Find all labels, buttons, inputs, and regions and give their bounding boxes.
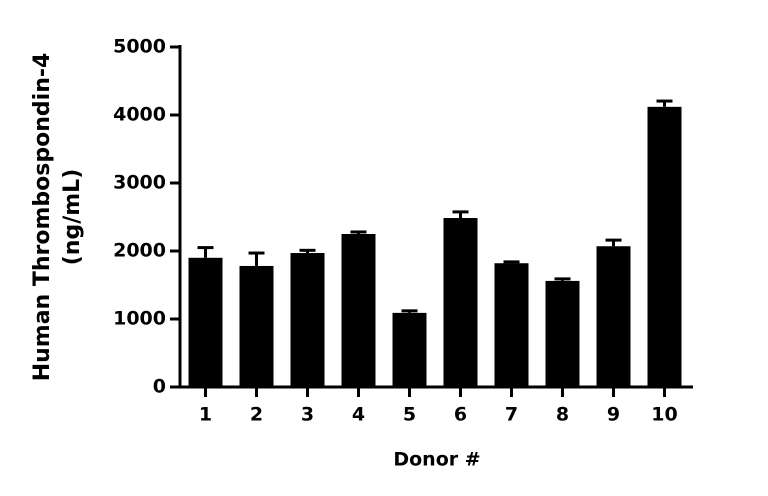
y-tick-label: 5000 bbox=[113, 36, 166, 58]
x-tick-label: 4 bbox=[352, 404, 365, 426]
bar bbox=[596, 246, 631, 387]
y-tick-label: 4000 bbox=[113, 104, 166, 126]
bar bbox=[290, 253, 325, 387]
x-tick-label: 3 bbox=[301, 404, 314, 426]
y-axis-label-line: Human Thrombospondin-4 bbox=[30, 53, 55, 382]
bar bbox=[494, 263, 529, 387]
bar bbox=[647, 106, 682, 387]
x-tick-label: 5 bbox=[403, 404, 416, 426]
x-tick-label: 1 bbox=[199, 404, 212, 426]
bar bbox=[188, 257, 223, 387]
bar bbox=[443, 218, 478, 387]
x-tick-label: 7 bbox=[505, 404, 518, 426]
bar bbox=[341, 234, 376, 387]
y-axis-label: Human Thrombospondin-4 (ng/mL) bbox=[30, 53, 85, 382]
x-tick-label: 6 bbox=[454, 404, 467, 426]
y-tick-label: 3000 bbox=[113, 172, 166, 194]
y-tick-label: 0 bbox=[153, 376, 166, 398]
x-tick-label: 10 bbox=[651, 404, 677, 426]
bar bbox=[545, 280, 580, 387]
y-tick-label: 2000 bbox=[113, 240, 166, 262]
x-tick-label: 9 bbox=[607, 404, 620, 426]
x-tick-label: 8 bbox=[556, 404, 569, 426]
bar bbox=[392, 312, 427, 387]
x-tick-label: 2 bbox=[250, 404, 263, 426]
y-tick-label: 1000 bbox=[113, 308, 166, 330]
x-axis-label: Donor # bbox=[393, 449, 480, 471]
bar bbox=[239, 265, 274, 387]
y-axis-label-line: (ng/mL) bbox=[60, 169, 85, 266]
